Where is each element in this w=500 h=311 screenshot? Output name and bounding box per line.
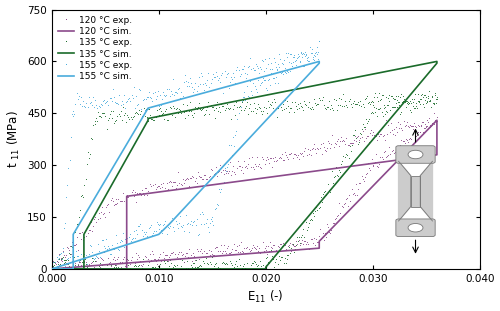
Legend: 120 °C exp., 120 °C sim., 135 °C exp., 135 °C sim., 155 °C exp., 155 °C sim.: 120 °C exp., 120 °C sim., 135 °C exp., 1…	[56, 14, 134, 83]
Y-axis label: t $_{11}$ (MPa): t $_{11}$ (MPa)	[6, 110, 22, 168]
X-axis label: E$_{11}$ (-): E$_{11}$ (-)	[248, 289, 284, 305]
